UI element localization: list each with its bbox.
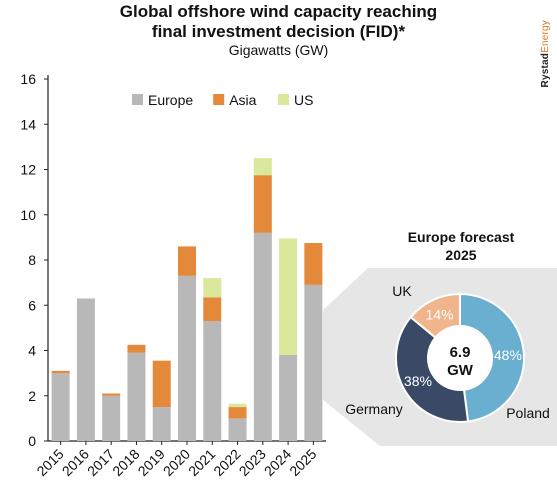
title-line-2: final investment decision (FID)* [151,22,406,41]
bar-asia-2020 [178,246,196,276]
donut-title-line-1: Europe forecast [408,229,515,245]
bar-europe-2020 [178,275,196,441]
bar-europe-2016 [76,298,95,441]
bar-europe-2015 [51,373,70,441]
donut-hole [429,327,491,389]
x-tick-label: 2019 [135,446,168,479]
x-tick-label: 2023 [236,446,269,479]
donut-name-uk: UK [392,283,412,299]
title-line-1: Global offshore wind capacity reaching [119,2,438,21]
legend-label-europe: Europe [148,92,193,108]
x-tick-label: 2016 [59,446,92,479]
x-tick-label: 2024 [261,446,294,479]
chart-subtitle: Gigawatts (GW) [228,42,329,58]
bar-us-2024 [279,238,298,356]
bar-europe-2017 [102,395,121,441]
bar-europe-2023 [253,232,272,441]
bar-us-2023 [253,158,272,176]
donut-title-line-2: 2025 [445,247,476,263]
bar-asia-2015 [51,370,70,374]
donut-center-unit: GW [447,362,474,379]
bar-europe-2019 [152,407,171,441]
legend-swatch-asia [213,94,225,105]
y-tick-label: 12 [20,162,36,178]
bar-us-2021 [203,278,222,298]
bar-asia-2021 [203,297,222,322]
bar-europe-2022 [228,418,247,441]
y-tick-label: 4 [28,343,36,359]
legend-swatch-us [278,94,289,105]
donut-percent-poland: 48% [494,347,522,363]
bar-asia-2017 [102,393,121,396]
y-tick-label: 0 [28,433,36,449]
bar-us-2022 [228,403,247,408]
bar-europe-2021 [203,321,222,441]
bar-chart: 0246810121416201520162017201820192020202… [20,71,326,479]
y-tick-label: 10 [20,207,36,223]
bar-europe-2018 [127,352,146,441]
x-tick-label: 2021 [185,446,218,479]
y-tick-label: 8 [28,252,36,268]
donut-slice-germany [395,315,470,423]
x-tick-label: 2022 [210,446,243,479]
bar-europe-2025 [304,284,323,441]
x-tick-label: 2020 [160,446,193,479]
bar-europe-2024 [279,355,298,441]
bar-asia-2023 [253,175,272,233]
donut-chart: Europe forecast 2025 14% 48% 38% 6.9GW UK Polan… [345,229,550,423]
bar-asia-2025 [304,243,323,285]
y-tick-label: 16 [20,71,36,87]
legend-swatch-europe [132,94,143,105]
x-tick-label: 2017 [84,446,117,479]
x-tick-label: 2025 [286,446,319,479]
chart-title: Global offshore wind capacity reaching f… [0,2,557,42]
x-tick-label: 2018 [109,446,142,479]
donut-name-germany: Germany [345,401,403,417]
bar-asia-2022 [228,407,247,419]
donut-center-value: 6.9 [450,344,471,361]
donut-percent-germany: 38% [404,373,432,389]
donut-name-poland: Poland [506,405,550,421]
bar-asia-2018 [127,344,146,353]
donut-percent-uk: 14% [426,307,454,323]
legend-label-asia: Asia [229,92,256,108]
x-tick-label: 2015 [33,446,66,479]
legend-label-us: US [294,92,313,108]
y-tick-label: 6 [28,297,36,313]
bar-asia-2019 [152,360,171,408]
y-tick-label: 14 [20,116,36,132]
legend: Europe Asia US [132,92,313,108]
donut-slice-poland [459,292,525,423]
y-tick-label: 2 [28,388,36,404]
